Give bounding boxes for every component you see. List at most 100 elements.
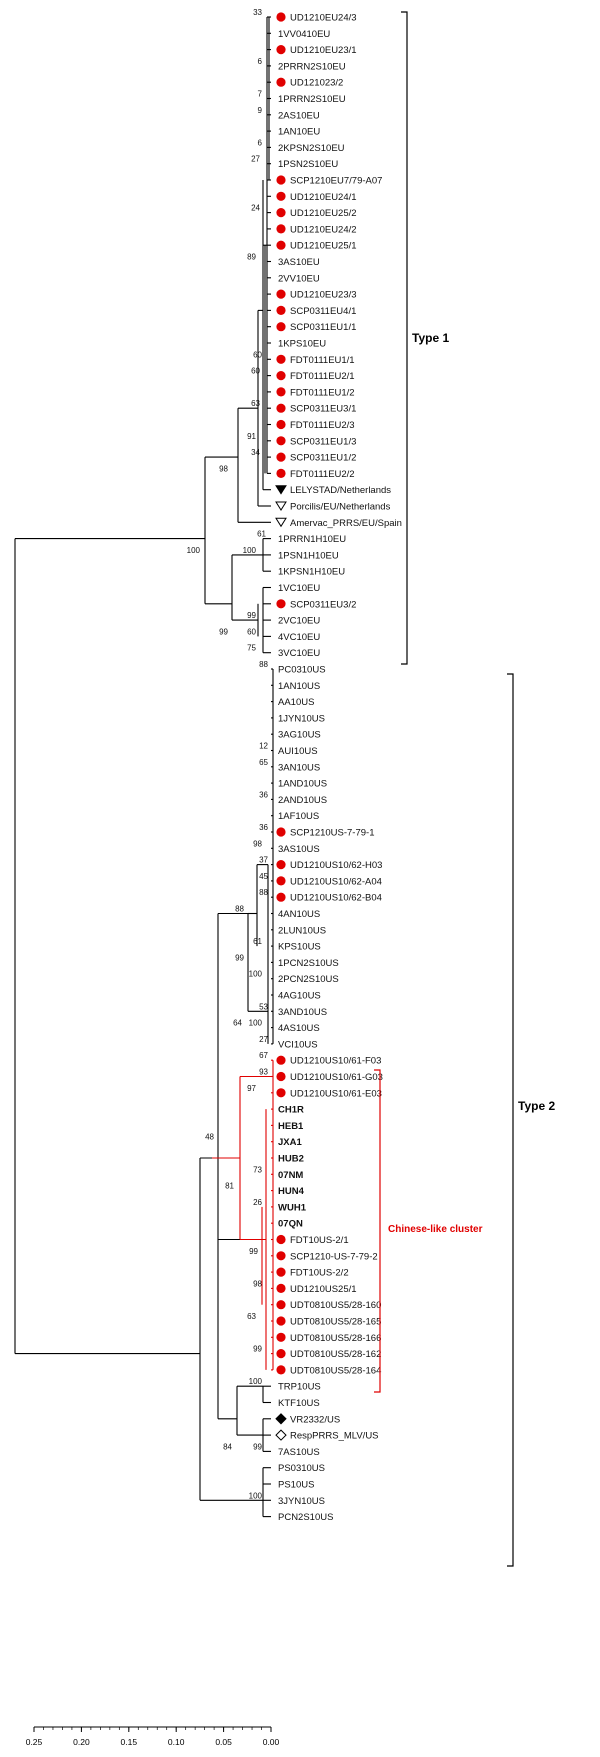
taxon-label: 3VC10EU xyxy=(278,648,320,659)
bootstrap-values: 3367962724896060633491981006110099996075… xyxy=(187,8,269,1500)
sample-dot-icon xyxy=(276,436,286,446)
taxon-label: SCP0311EU1/3 xyxy=(290,436,356,447)
taxon-label: SCP1210EU7/79-A07 xyxy=(290,176,382,187)
taxon-markers xyxy=(275,12,287,1441)
taxon-label: CH1R xyxy=(278,1105,304,1116)
taxon-label: UD1210US10/61-E03 xyxy=(290,1088,382,1099)
taxon-label: UD1210US10/62-B04 xyxy=(290,893,382,904)
sample-dot-icon xyxy=(276,452,286,462)
chinese-like-cluster-branches xyxy=(212,1059,274,1371)
bootstrap-value: 27 xyxy=(259,1035,268,1044)
bootstrap-value: 36 xyxy=(259,790,268,799)
taxon-label: SCP0311EU1/1 xyxy=(290,322,356,333)
bootstrap-value: 100 xyxy=(243,546,257,555)
sample-dot-icon xyxy=(276,305,286,315)
taxon-label: FDT10US-2/2 xyxy=(290,1268,349,1279)
bootstrap-value: 73 xyxy=(253,1165,262,1174)
taxon-label: UD1210EU24/3 xyxy=(290,13,357,24)
taxon-label: 1AN10EU xyxy=(278,127,320,138)
taxon-label: UD1210EU25/2 xyxy=(290,208,357,219)
group-label: Chinese-like cluster xyxy=(388,1224,483,1235)
group-brackets: Type 1 Type 2 Chinese-like cluster xyxy=(374,11,555,1567)
taxon-label: 3AG10US xyxy=(278,730,321,741)
bootstrap-value: 63 xyxy=(251,399,260,408)
bootstrap-value: 65 xyxy=(259,758,268,767)
group-label: Type 1 xyxy=(412,331,449,345)
bootstrap-value: 99 xyxy=(219,627,228,636)
sample-dot-icon xyxy=(276,1267,286,1277)
taxon-label: 2VV10EU xyxy=(278,273,320,284)
reference-diamond-icon xyxy=(275,1413,287,1425)
taxon-label: HEB1 xyxy=(278,1121,304,1132)
sample-dot-icon xyxy=(276,599,286,609)
bootstrap-value: 60 xyxy=(247,627,256,636)
taxon-label: RespPRRS_MLV/US xyxy=(290,1431,379,1442)
sample-dot-icon xyxy=(276,224,286,234)
taxon-label: UDT0810US5/28-165 xyxy=(290,1317,381,1328)
bootstrap-value: 99 xyxy=(249,1247,258,1256)
bootstrap-value: 97 xyxy=(247,1084,256,1093)
group-label: Type 2 xyxy=(518,1099,555,1113)
bootstrap-value: 60 xyxy=(253,350,262,359)
taxon-label: SCP1210-US-7-79-2 xyxy=(290,1251,378,1262)
sample-dot-icon xyxy=(276,77,286,87)
sample-dot-icon xyxy=(276,289,286,299)
bootstrap-value: 75 xyxy=(247,644,256,653)
taxon-label: 3AS10US xyxy=(278,844,320,855)
taxon-label: 3AN10US xyxy=(278,762,320,773)
taxon-label: FDT0111EU1/2 xyxy=(290,387,355,398)
sample-dot-icon xyxy=(276,468,286,478)
bootstrap-value: 53 xyxy=(259,1002,268,1011)
bootstrap-value: 6 xyxy=(258,57,263,66)
sample-dot-icon xyxy=(276,322,286,332)
sample-dot-icon xyxy=(276,12,286,22)
bootstrap-value: 88 xyxy=(259,660,268,669)
bootstrap-value: 91 xyxy=(247,432,256,441)
taxon-label: SCP1210US-7-79-1 xyxy=(290,828,375,839)
bootstrap-value: 100 xyxy=(249,970,263,979)
sample-dot-icon xyxy=(276,1071,286,1082)
bootstrap-value: 7 xyxy=(258,90,263,99)
taxon-label: 4AN10US xyxy=(278,909,320,920)
bootstrap-value: 100 xyxy=(249,1019,263,1028)
bootstrap-value: 98 xyxy=(253,839,262,848)
axis-tick-label: 0.20 xyxy=(73,1737,90,1747)
axis-tick-label: 0.05 xyxy=(215,1737,232,1747)
bootstrap-value: 88 xyxy=(259,888,268,897)
taxon-label: SCP0311EU3/1 xyxy=(290,404,356,415)
bootstrap-value: 61 xyxy=(257,530,266,539)
bootstrap-value: 67 xyxy=(259,1051,268,1060)
taxon-label: 2PRRN2S10EU xyxy=(278,61,346,72)
bootstrap-value: 99 xyxy=(247,611,256,620)
sample-dot-icon xyxy=(276,1234,286,1245)
taxon-label: 1AF10US xyxy=(278,811,319,822)
bootstrap-value: 6 xyxy=(258,138,263,147)
sample-dot-icon xyxy=(276,354,286,364)
taxon-label: 1AND10US xyxy=(278,779,327,790)
sample-dot-icon xyxy=(276,876,286,886)
group-bracket xyxy=(507,673,514,1567)
taxon-label: 2KPSN2S10EU xyxy=(278,143,345,154)
bootstrap-value: 37 xyxy=(259,856,268,865)
taxon-label: UDT0810US5/28-166 xyxy=(290,1333,381,1344)
bootstrap-value: 100 xyxy=(187,546,201,555)
taxon-label: 2PCN2S10US xyxy=(278,974,339,985)
scale-axis: 0.25 0.20 0.15 0.10 0.05 0.00 xyxy=(26,1726,280,1747)
taxon-label: SCP0311EU4/1 xyxy=(290,306,356,317)
bootstrap-value: 99 xyxy=(253,1345,262,1354)
bootstrap-value: 99 xyxy=(253,1442,262,1451)
taxon-label: 4AS10US xyxy=(278,1023,320,1034)
taxon-label: PCN2S10US xyxy=(278,1512,333,1523)
taxon-label: VR2332/US xyxy=(290,1414,340,1425)
sample-dot-icon xyxy=(276,827,286,837)
taxon-label: 1PRRN1H10EU xyxy=(278,534,346,545)
sample-dot-icon xyxy=(276,419,286,430)
bootstrap-value: 84 xyxy=(223,1442,232,1451)
taxon-label: SCP0311EU1/2 xyxy=(290,453,356,464)
sample-dot-icon xyxy=(276,1088,286,1098)
taxon-label: UD1210EU23/3 xyxy=(290,290,357,301)
axis-tick-label: 0.25 xyxy=(26,1737,43,1747)
bootstrap-value: 89 xyxy=(247,253,256,262)
taxon-label: Porcilis/EU/Netherlands xyxy=(290,502,391,513)
